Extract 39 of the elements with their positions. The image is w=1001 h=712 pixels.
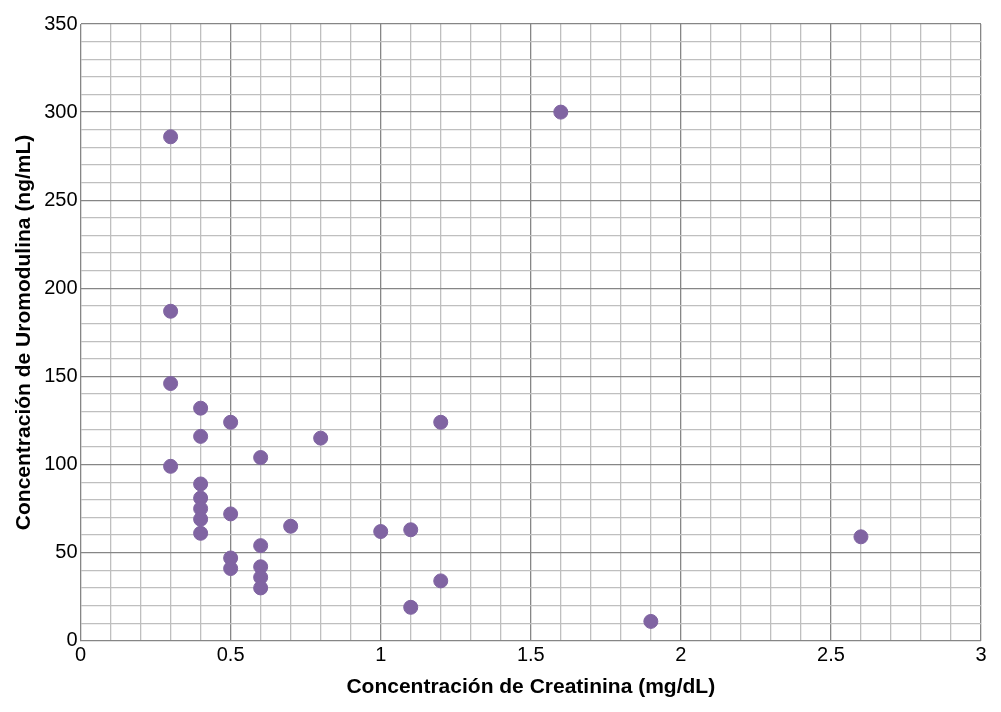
y-tick-label: 350 — [44, 11, 78, 34]
x-tick-label: 3 — [975, 643, 987, 666]
point — [193, 400, 209, 416]
x-axis-title: Concentración de Creatinina (mg/dL) — [346, 674, 716, 698]
x-tick-label: 0.5 — [216, 643, 245, 666]
point — [223, 506, 239, 522]
point — [253, 450, 269, 466]
point — [223, 561, 239, 577]
y-tick-label: 300 — [44, 99, 78, 122]
y-tick-label: 100 — [44, 452, 78, 475]
point — [433, 414, 449, 430]
point — [373, 524, 389, 540]
point — [163, 129, 179, 145]
y-tick-label: 250 — [44, 187, 78, 210]
point — [163, 303, 179, 319]
y-tick-label: 50 — [55, 540, 78, 563]
x-tick-label: 2.5 — [817, 643, 845, 666]
point — [163, 458, 179, 474]
point — [253, 538, 269, 554]
point — [193, 525, 209, 541]
point — [553, 104, 569, 120]
point — [193, 476, 209, 492]
point — [433, 573, 449, 589]
point — [253, 580, 269, 596]
point — [643, 613, 659, 629]
point — [223, 414, 239, 430]
y-tick-label: 150 — [44, 363, 78, 386]
point — [853, 529, 869, 545]
point — [193, 428, 209, 444]
x-tick-label: 1.5 — [516, 643, 545, 666]
point — [403, 599, 419, 615]
x-tick-label: 2 — [675, 643, 687, 666]
point — [283, 518, 299, 534]
y-tick-label: 200 — [44, 275, 78, 298]
point — [163, 376, 179, 392]
point — [403, 522, 419, 538]
x-tick-label: 1 — [375, 643, 387, 666]
y-axis-title: Concentración de Uromodulina (ng/mL) — [11, 134, 35, 531]
point — [313, 430, 329, 446]
